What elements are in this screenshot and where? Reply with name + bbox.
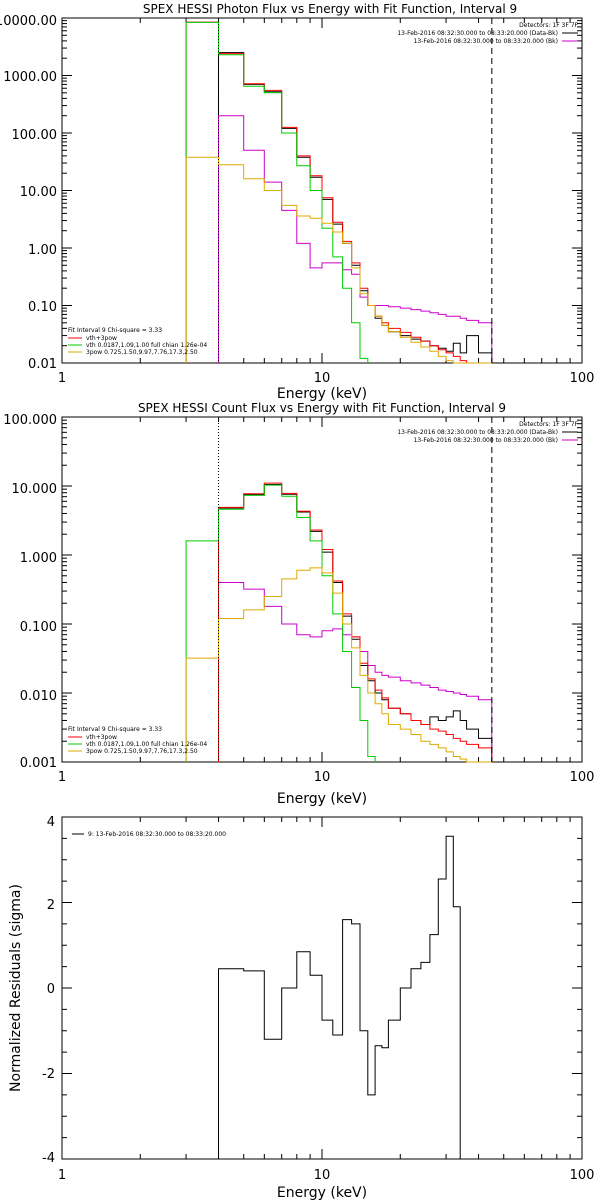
count-xtick-label: 10: [314, 770, 331, 785]
count-axis-ticks: [61, 417, 582, 763]
photon-panel-title: SPEX HESSI Photon Flux vs Energy with Fi…: [143, 2, 517, 16]
photon-x-axis-label: Energy (keV): [277, 386, 367, 402]
count-series-3pow: [185, 567, 492, 763]
photon-series-vth: [185, 21, 369, 363]
residuals-ytick-label: -4: [42, 1151, 55, 1166]
count-xtick-label: 1: [58, 770, 66, 785]
count-legend-vth-text: vth 0.0187,1.09,1.00 full chian 1.26e-04: [86, 741, 207, 748]
residuals-ytick-label: 4: [47, 815, 55, 830]
count-ytick-label: 0.100: [20, 620, 57, 635]
count-detectors-label: Detectors: 1F 3F 7F: [519, 421, 578, 428]
count-series-bk: [218, 582, 493, 762]
count-legend-bk-text: 13-Feb-2016 08:32:30.000 to 08:33:20.000…: [414, 437, 558, 444]
count-legend-data-bk-text: 13-Feb-2016 08:32:30.000 to 08:33:20.000…: [397, 429, 558, 436]
photon-detectors-label: Detectors: 1F 3F 7F: [519, 22, 578, 29]
photon-ytick-label: 1000.00: [3, 70, 57, 85]
photon-legend-3pow-text: 3pow 0.725,1.50,9.97,7.76,17.3,2.50: [86, 349, 198, 356]
photon-flux-panel: SPEX HESSI Photon Flux vs Energy with Fi…: [0, 2, 594, 402]
residuals-y-axis-label: Normalized Residuals (sigma): [8, 884, 24, 1092]
count-series-vth: [185, 484, 376, 762]
count-series-group: [185, 482, 493, 763]
count-series-vth-3pow: [218, 482, 493, 762]
count-panel-title: SPEX HESSI Count Flux vs Energy with Fit…: [138, 401, 506, 415]
residuals-series-group: [218, 835, 461, 1159]
photon-series-3pow: [185, 156, 492, 364]
photon-ytick-label: 1.00: [28, 243, 57, 258]
residuals-panel: 1 10 100 Energy (keV) 4 2 0 -2 -4 Normal…: [8, 815, 595, 1201]
count-xtick-label: 100: [570, 770, 595, 785]
count-ytick-label: 1.000: [20, 551, 57, 566]
photon-ytick-label: 100.00: [12, 128, 58, 143]
photon-legend-bk-text: 13-Feb-2016 08:32:30.000 to 08:33:20.000…: [414, 38, 558, 45]
count-ytick-label: 0.001: [20, 756, 57, 771]
photon-fit-info: Fit Interval 9 Chi-square = 3.33: [68, 327, 162, 334]
residuals-axis-ticks: [61, 816, 582, 1160]
residuals-x-axis-label: Energy (keV): [277, 1185, 367, 1200]
photon-series-group: [185, 21, 493, 364]
count-fit-range-markers: [218, 417, 493, 762]
photon-legend-vth-text: vth 0.0187,1.09,1.00 full chian 1.26e-04: [86, 342, 207, 349]
count-series-data-bk: [218, 484, 493, 762]
residuals-xtick-label: 10: [314, 1168, 331, 1183]
photon-xtick-label: 1: [58, 371, 66, 386]
count-legend-3pow-text: 3pow 0.725,1.50,9.97,7.76,17.3,2.50: [86, 748, 198, 755]
count-fit-info: Fit Interval 9 Chi-square = 3.33: [68, 726, 162, 733]
photon-xtick-label: 10: [314, 371, 331, 386]
residuals-ytick-label: -2: [42, 1067, 55, 1082]
residuals-legend-text: 9: 13-Feb-2016 08:32:30.000 to 08:33:20.…: [88, 831, 226, 838]
photon-ytick-label: 0.10: [28, 300, 57, 315]
photon-fit-range-markers: [218, 18, 493, 363]
count-ytick-label: 10.000: [12, 482, 58, 497]
photon-series-vth-3pow: [185, 21, 492, 364]
photon-series-bk: [218, 115, 493, 363]
photon-legend-data-bk-text: 13-Feb-2016 08:32:30.000 to 08:33:20.000…: [397, 30, 558, 37]
residuals-xtick-label: 1: [58, 1168, 66, 1183]
photon-ytick-label: 0.01: [28, 357, 57, 372]
count-plot-frame: [61, 416, 583, 763]
photon-legend-total-text: vth+3pow: [86, 335, 117, 342]
count-ytick-label: 0.010: [20, 689, 57, 704]
photon-axis-ticks: [61, 18, 582, 364]
photon-ytick-label: 10.00: [20, 185, 57, 200]
count-ytick-label: 100.000: [3, 413, 57, 428]
residuals-ytick-label: 2: [47, 898, 55, 913]
residuals-xtick-label: 100: [570, 1168, 595, 1183]
count-flux-panel: SPEX HESSI Count Flux vs Energy with Fit…: [3, 401, 594, 807]
residuals-ytick-label: 0: [47, 982, 55, 997]
residuals-series-9-13-feb-2016-08-32-30-000-to-08-33-20-000: [218, 835, 461, 1159]
count-x-axis-label: Energy (keV): [277, 791, 367, 807]
photon-ytick-label: 10000.00: [0, 14, 57, 29]
photon-xtick-label: 100: [570, 371, 595, 386]
count-legend-total-text: vth+3pow: [86, 734, 117, 741]
